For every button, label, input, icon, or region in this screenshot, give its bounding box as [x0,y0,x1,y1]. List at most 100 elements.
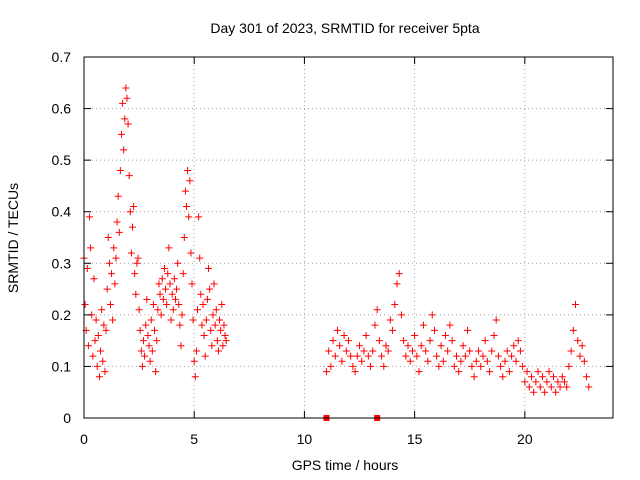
y-tick-label: 0.5 [52,152,72,168]
data-point-marker [92,316,100,324]
data-point-marker [97,347,105,355]
y-tick-label: 0.2 [52,307,72,323]
data-point-marker [90,275,98,283]
data-point-marker [213,337,221,345]
x-tick-label: 0 [80,431,88,447]
data-point-marker [104,234,112,241]
data-point-marker [142,321,150,329]
data-point-marker [94,331,102,339]
data-point-marker [585,383,593,391]
data-point-marker [417,342,425,350]
data-point-marker [153,337,161,345]
data-point-marker [479,352,487,360]
data-points-layer [80,84,593,396]
data-point-marker [218,301,226,309]
data-point-marker [197,290,205,298]
data-point-marker [178,311,186,319]
data-point-marker [455,368,463,376]
data-point-marker [481,337,489,345]
data-point-marker [519,362,527,370]
data-point-marker [483,357,491,365]
data-point-marker [119,99,127,107]
data-point-marker [380,362,388,370]
data-point-marker [351,368,359,376]
data-point-marker [148,347,156,355]
data-point-marker [100,321,108,329]
data-point-marker [373,306,381,314]
data-point-marker [331,352,339,360]
data-point-marker [561,378,569,386]
y-tick-label: 0 [63,410,71,426]
data-point-marker [347,352,355,360]
data-point-marker [536,383,544,391]
data-point-marker [402,352,410,360]
data-point-marker [554,378,562,386]
data-point-marker [113,218,121,226]
data-point-marker [501,357,509,365]
y-tick-label: 0.1 [52,358,72,374]
data-point-marker [428,311,436,319]
data-point-marker [195,213,203,221]
data-point-marker [132,290,140,298]
data-point-marker [81,301,89,309]
data-point-marker [155,280,163,288]
data-point-marker [583,373,591,381]
data-point-marker [433,352,441,360]
data-point-marker [168,290,176,298]
data-point-marker [556,383,564,391]
data-point-marker [214,347,222,355]
data-point-marker [167,316,175,324]
data-point-marker [472,357,480,365]
x-tick-label: 10 [297,431,313,447]
data-point-marker [378,352,386,360]
data-point-marker [164,270,172,278]
data-point-marker [208,342,216,350]
data-point-marker [521,378,529,386]
data-point-marker [424,357,432,365]
data-point-marker [384,347,392,355]
data-point-marker [200,331,208,339]
data-point-marker [140,337,148,345]
data-point-marker [182,203,190,211]
data-point-marker [338,357,346,365]
data-point-marker [325,347,333,355]
data-point-marker [120,146,128,154]
data-point-marker [492,316,500,324]
data-point-marker [207,326,215,334]
data-point-marker [419,321,427,329]
data-point-marker [494,352,502,360]
data-point-marker [136,326,144,334]
data-point-marker [408,347,416,355]
data-point-marker [89,352,97,360]
data-point-marker [86,213,94,221]
data-point-marker [175,301,183,309]
data-point-marker [541,388,549,396]
data-point-marker [362,331,370,339]
data-point-marker [441,331,449,339]
data-point-marker [151,326,159,334]
data-point-marker [110,244,118,252]
data-point-marker [508,352,516,360]
data-point-marker [198,321,206,329]
data-point-marker [157,311,165,319]
data-point-marker [212,306,220,314]
y-tick-label: 0.4 [52,204,72,220]
data-point-marker [340,331,348,339]
data-point-marker [127,249,135,257]
data-point-marker [220,321,228,329]
y-tick-label: 0.3 [52,255,72,271]
data-point-marker [356,342,364,350]
data-point-marker [174,259,182,267]
data-point-marker [345,337,352,345]
data-point-marker [191,373,199,381]
data-point-marker [342,347,350,355]
data-point-marker [437,342,445,350]
data-point-marker [165,244,173,252]
data-point-marker [84,342,92,350]
data-point-marker [185,213,193,221]
data-point-marker [126,208,134,216]
data-point-marker [516,347,524,355]
data-point-marker [217,326,225,334]
y-tick-label: 0.7 [52,49,72,65]
data-point-marker [527,373,535,381]
